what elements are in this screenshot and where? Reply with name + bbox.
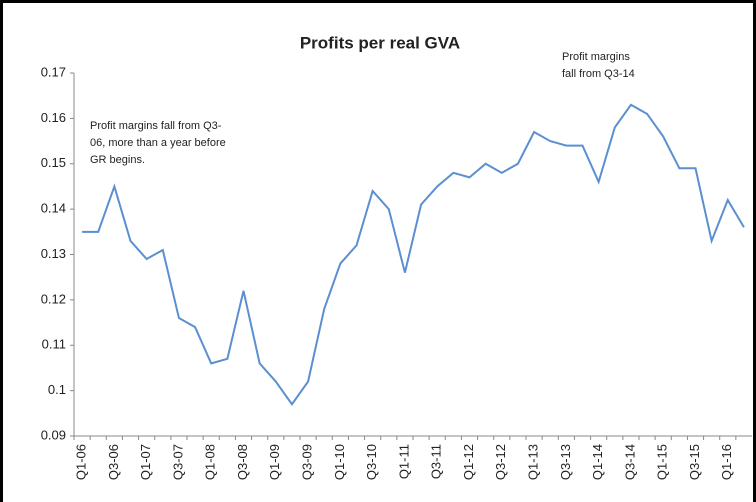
- annotation: Profit margins fall from Q3-: [90, 120, 222, 132]
- x-tick-label: Q1-06: [74, 444, 89, 480]
- line-series: [82, 103, 745, 406]
- x-tick-label: Q1-09: [267, 444, 282, 480]
- x-tick-label: Q3-12: [493, 444, 508, 480]
- x-tick-label: Q1-11: [396, 444, 411, 479]
- y-tick-label: 0.14: [41, 201, 66, 216]
- x-tick-label: Q3-09: [300, 444, 315, 480]
- annotation: GR begins.: [90, 154, 145, 166]
- x-tick-label: Q1-13: [526, 444, 541, 480]
- y-tick-label: 0.16: [41, 110, 66, 125]
- y-tick-label: 0.15: [41, 155, 66, 170]
- y-tick-label: 0.1: [48, 382, 66, 397]
- annotation: Profit margins: [562, 51, 630, 63]
- annotation: 06, more than a year before: [90, 137, 226, 149]
- chart-title: Profits per real GVA: [300, 33, 460, 52]
- x-tick-label: Q3-15: [687, 444, 702, 480]
- y-tick-label: 0.13: [41, 246, 66, 261]
- x-tick-label: Q3-07: [170, 444, 185, 480]
- x-tick-label: Q3-11: [429, 444, 444, 479]
- x-tick-label: Q3-06: [106, 444, 121, 480]
- y-tick-label: 0.11: [42, 337, 66, 352]
- x-tick-label: Q1-16: [719, 444, 734, 480]
- x-tick-label: Q3-08: [235, 444, 250, 480]
- x-tick-label: Q1-12: [461, 444, 476, 480]
- x-tick-label: Q3-13: [558, 444, 573, 480]
- x-tick-label: Q3-14: [622, 444, 637, 480]
- y-tick-label: 0.09: [41, 427, 66, 442]
- x-tick-label: Q3-10: [364, 444, 379, 480]
- y-tick-label: 0.12: [41, 291, 66, 306]
- x-tick-label: Q1-14: [590, 444, 605, 480]
- x-tick-label: Q1-07: [138, 444, 153, 480]
- x-tick-label: Q1-08: [203, 444, 218, 480]
- annotation: fall from Q3-14: [562, 68, 635, 80]
- y-tick-label: 0.17: [41, 64, 66, 79]
- x-tick-label: Q1-10: [332, 444, 347, 480]
- x-tick-label: Q1-15: [655, 444, 670, 480]
